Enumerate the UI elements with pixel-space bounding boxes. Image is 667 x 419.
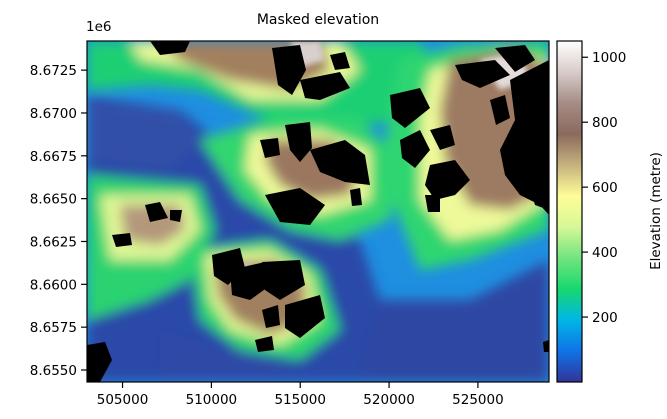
elevation-map [87,41,549,382]
y-tick-label: 8.6550 [30,363,77,379]
x-tick-label: 505000 [97,392,149,408]
y-tick-label: 8.6675 [30,149,77,165]
y-tick-label: 8.6625 [30,234,77,250]
y-tick-label: 8.6725 [30,63,77,79]
colorbar-tick-label: 1000 [592,50,626,66]
mask-southeast [543,340,549,352]
x-tick-label: 510000 [186,392,238,408]
colorbar-tick-label: 400 [592,245,618,261]
colorbar-label: Elevation (metre) [648,152,664,270]
y-axis: 8.6550 8.6575 8.6600 8.6625 8.6650 8.6675 8.67… [30,63,87,379]
y-offset-label: 1e6 [86,19,111,35]
x-tick-label: 515000 [274,392,326,408]
colorbar [557,41,582,382]
colorbar-tick-label: 600 [592,180,618,196]
y-tick-label: 8.6600 [30,277,77,293]
colorbar-tick-label: 800 [592,115,618,131]
x-tick-label: 520000 [363,392,415,408]
y-tick-label: 8.6575 [30,320,77,336]
x-tick-label: 525000 [452,392,504,408]
mask-west-2 [170,210,182,222]
colorbar-axis: 200 400 600 800 1000 [582,50,626,326]
y-tick-label: 8.6700 [30,106,77,122]
chart-title: Masked elevation [257,12,379,28]
mask-central-5 [350,188,362,206]
y-tick-label: 8.6650 [30,192,77,208]
x-axis: 505000 510000 515000 520000 525000 [97,382,504,408]
colorbar-tick-label: 200 [592,310,618,326]
